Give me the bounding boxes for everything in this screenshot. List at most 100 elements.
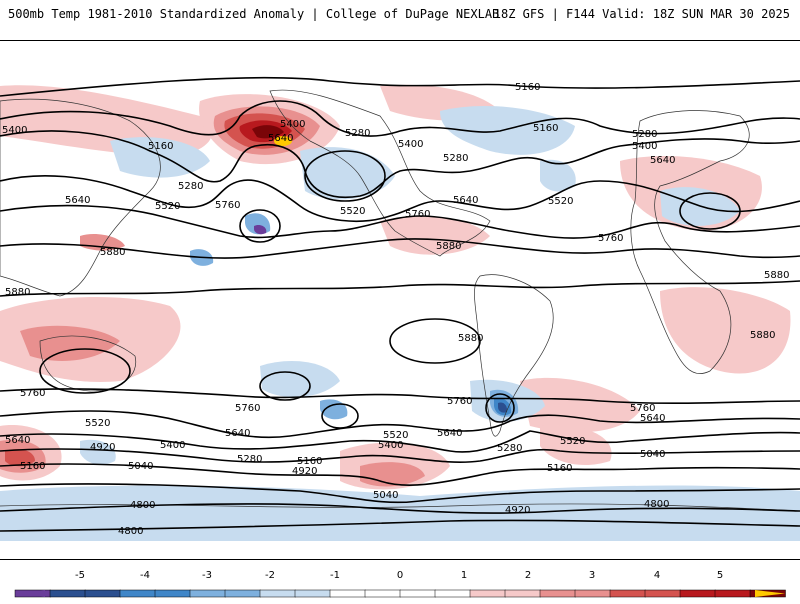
anomaly-shading — [0, 84, 800, 541]
color-scale-tick: -5 — [75, 570, 85, 581]
contour-label: 4920 — [505, 505, 530, 516]
contour-label: 5520 — [548, 196, 573, 207]
color-scale-svg — [14, 589, 786, 598]
color-scale-tick: 5 — [716, 570, 724, 581]
color-scale-tick: 1 — [460, 570, 468, 581]
contour-label: 5280 — [178, 181, 203, 192]
neg-anomaly-area — [540, 159, 576, 192]
map-panel[interactable]: 5160 5400 5160 5280 5640 5520 5760 5400 … — [0, 40, 800, 560]
contour-label: 5640 — [268, 133, 293, 144]
contour-label: 5400 — [160, 440, 185, 451]
color-scale-box — [679, 589, 716, 598]
color-scale-box — [434, 589, 471, 598]
neg-anomaly-area — [440, 106, 575, 155]
header: 500mb Temp 1981-2010 Standardized Anomal… — [0, 0, 800, 30]
contour-label: 5760 — [598, 233, 623, 244]
color-scale-box — [714, 589, 751, 598]
color-scale-tick: -3 — [202, 570, 212, 581]
contour-label: 5400 — [2, 125, 27, 136]
pos-anomaly-area — [380, 216, 490, 255]
max-anomaly-core — [274, 136, 292, 146]
contour-label: 4800 — [130, 500, 155, 511]
contour-label: 5400 — [632, 141, 657, 152]
height-contours — [0, 76, 800, 532]
europe-africa-coast — [630, 110, 750, 374]
neg-anomaly-area — [260, 361, 340, 398]
contour-label: 5880 — [458, 333, 483, 344]
contour-label: 5400 — [398, 139, 423, 150]
neg-anomaly-area — [300, 147, 395, 200]
contour-label: 5280 — [497, 443, 522, 454]
color-scale-box — [294, 589, 331, 598]
color-scale-box — [49, 589, 86, 598]
contour-label: 5160 — [297, 456, 322, 467]
pos-anomaly-area — [5, 449, 35, 467]
color-scale-boxes — [14, 589, 786, 598]
color-scale-box — [189, 589, 226, 598]
contour-label: 5040 — [640, 449, 665, 460]
contour-label: 5760 — [235, 403, 260, 414]
color-scale-box — [259, 589, 296, 598]
color-scale-box — [574, 589, 611, 598]
contour-label: 5640 — [453, 195, 478, 206]
contour-label: 5760 — [215, 200, 240, 211]
contour-label: 5640 — [65, 195, 90, 206]
contour-label: 5880 — [750, 330, 775, 341]
color-scale-tick: 4 — [653, 570, 661, 581]
neg-anomaly-area — [80, 439, 116, 465]
map-title: 500mb Temp 1981-2010 Standardized Anomal… — [8, 7, 500, 21]
color-scale-box — [364, 589, 401, 598]
color-scale-tick: -4 — [140, 570, 150, 581]
contour-label: 5280 — [345, 128, 370, 139]
neg-anomaly-area — [254, 224, 267, 235]
contour-label: 5760 — [630, 403, 655, 414]
contour-label: 5640 — [437, 428, 462, 439]
color-scale-min-arrow — [15, 590, 45, 597]
color-scale-box — [609, 589, 646, 598]
color-scale-tick: -2 — [265, 570, 275, 581]
color-scale-box — [399, 589, 436, 598]
contour-label: 5640 — [650, 155, 675, 166]
contour-label: 5040 — [128, 461, 153, 472]
contour-label: 4800 — [118, 526, 143, 537]
antarctica-coast — [0, 503, 800, 512]
color-scale-bar: -5 -4 -3 -2 -1 0 1 2 3 4 5 — [0, 570, 800, 600]
anomaly-map: 5160 5400 5160 5280 5640 5520 5760 5400 … — [0, 76, 800, 541]
contour-label: 5640 — [5, 435, 30, 446]
color-scale-box — [504, 589, 541, 598]
color-scale-box — [84, 589, 121, 598]
contour-label: 5760 — [20, 388, 45, 399]
contour-label: 5160 — [533, 123, 558, 134]
contour-label: 5880 — [5, 287, 30, 298]
color-scale-max-arrow — [755, 590, 785, 597]
asia-coast — [0, 98, 161, 297]
color-scale-box — [329, 589, 366, 598]
contour-label: 5160 — [547, 463, 572, 474]
contour-label: 5640 — [640, 413, 665, 424]
contour-label-group: 5160 5400 5160 5280 5640 5520 5760 5400 … — [2, 82, 789, 537]
color-scale-box — [154, 589, 191, 598]
contour-label: 5280 — [632, 129, 657, 140]
color-scale-box — [119, 589, 156, 598]
contour-label: 5400 — [378, 440, 403, 451]
contour-label: 5160 — [515, 82, 540, 93]
contour-label: 5280 — [237, 454, 262, 465]
color-scale-tick: -1 — [330, 570, 340, 581]
color-scale-box — [469, 589, 506, 598]
contour-label: 4920 — [90, 442, 115, 453]
contour-label: 5760 — [447, 396, 472, 407]
contour-label: 5520 — [383, 430, 408, 441]
color-scale-box — [224, 589, 261, 598]
contour-label: 5520 — [340, 206, 365, 217]
contour-label: 5760 — [405, 209, 430, 220]
contour-label: 5280 — [443, 153, 468, 164]
contour-label: 4920 — [292, 466, 317, 477]
neg-anomaly-area — [498, 402, 508, 413]
color-scale-tick: 0 — [396, 570, 404, 581]
run-valid-time: 18Z GFS | F144 Valid: 18Z SUN MAR 30 202… — [493, 7, 790, 21]
contour-label: 5520 — [560, 436, 585, 447]
contour-label: 5880 — [436, 241, 461, 252]
pos-anomaly-area — [660, 287, 791, 374]
south-america-coast — [474, 274, 554, 437]
contour-label: 5520 — [155, 201, 180, 212]
